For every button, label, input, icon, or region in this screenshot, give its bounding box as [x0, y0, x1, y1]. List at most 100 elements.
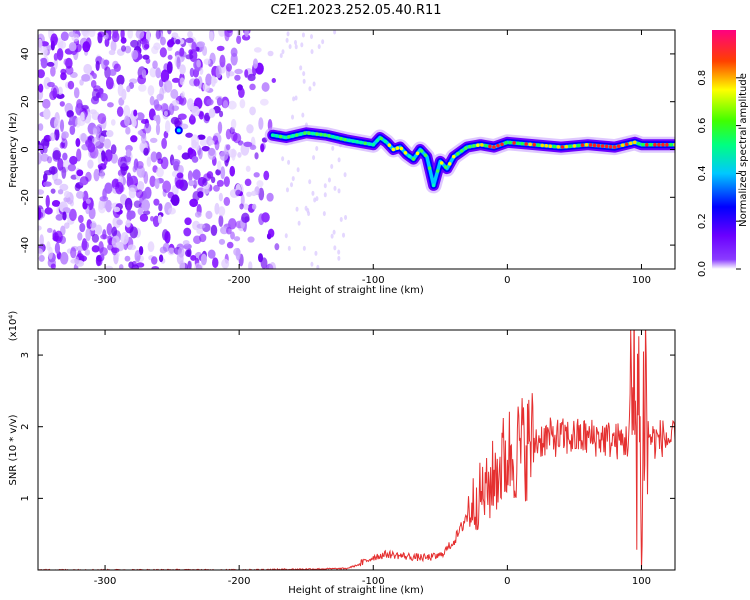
noise-blob [96, 255, 103, 267]
trace-dot [455, 152, 460, 156]
noise-blob [141, 68, 147, 79]
noise-blob [142, 54, 150, 60]
noise-blob [312, 155, 316, 161]
noise-blob [159, 87, 165, 100]
snr-scale-label: (x10⁴) [8, 311, 19, 342]
trace-dot [343, 137, 347, 142]
noise-blob [197, 134, 206, 140]
noise-blob [68, 31, 76, 38]
trace-dot [649, 142, 653, 147]
noise-blob [137, 130, 144, 136]
noise-blob [167, 207, 176, 215]
noise-blob [315, 145, 319, 151]
noise-blob [230, 131, 238, 142]
noise-blob [198, 147, 203, 160]
trace-dot [282, 135, 287, 140]
spectrogram-xlabel: Height of straight line (km) [288, 285, 424, 296]
noise-blob [91, 233, 100, 243]
noise-blob [337, 255, 341, 261]
noise-blob [297, 220, 301, 226]
trace-dot [568, 144, 573, 149]
noise-blob [261, 82, 270, 92]
noise-blob [170, 194, 180, 206]
noise-blob [223, 176, 230, 187]
noise-blob [66, 110, 74, 118]
noise-blob [136, 160, 144, 169]
noise-blob [198, 111, 204, 120]
y-tick-label: 2 [20, 424, 31, 430]
noise-blob [191, 105, 200, 117]
spectrogram-ylabel: Frequency (Hz) [8, 112, 19, 188]
noise-blob [274, 243, 280, 251]
noise-blob [87, 142, 96, 153]
noise-blob [187, 31, 193, 38]
noise-blob [197, 76, 203, 89]
noise-blob [133, 109, 138, 117]
trace-dot [488, 144, 492, 149]
noise-blob [208, 31, 214, 42]
noise-blob [214, 202, 220, 215]
noise-blob [125, 219, 131, 228]
noise-blob [196, 223, 206, 229]
trace-dot [299, 132, 303, 136]
noise-blob [254, 152, 259, 160]
noise-blob [75, 191, 85, 199]
noise-blob [97, 113, 107, 125]
noise-blob [59, 101, 65, 107]
noise-blob [225, 144, 231, 151]
noise-blob [39, 234, 44, 247]
noise-blob [55, 214, 64, 221]
noise-blob [42, 181, 52, 187]
noise-blob [288, 44, 292, 50]
noise-blob [222, 100, 229, 109]
y-tick-label: 20 [20, 95, 31, 108]
noise-blob [337, 249, 341, 255]
noise-blob [144, 186, 152, 199]
noise-blob [131, 49, 139, 60]
noise-blob [166, 40, 174, 48]
noise-blob [204, 112, 211, 122]
noise-blob [82, 30, 90, 39]
noise-blob [225, 128, 232, 140]
noise-blob [59, 183, 69, 191]
noise-blob [42, 98, 51, 109]
noise-blob [102, 188, 107, 200]
noise-blob [68, 42, 77, 52]
noise-blob [127, 244, 136, 251]
noise-blob [93, 168, 100, 182]
noise-blob [79, 222, 86, 233]
noise-blob [135, 112, 145, 121]
noise-blob [201, 45, 208, 57]
noise-blob [176, 172, 184, 179]
noise-blob [304, 205, 308, 211]
noise-blob [120, 30, 125, 40]
noise-blob [258, 117, 264, 130]
noise-blob [167, 54, 173, 60]
noise-blob [60, 31, 69, 42]
trace-dot [624, 142, 629, 147]
noise-blob [106, 130, 114, 138]
noise-blob [171, 100, 180, 106]
noise-blob [299, 65, 303, 71]
noise-blob [50, 33, 58, 47]
noise-blob [193, 235, 202, 244]
trace-dot [669, 142, 673, 147]
noise-blob [121, 45, 127, 52]
noise-blob [52, 149, 62, 160]
noise-blob [343, 172, 347, 178]
noise-blob [86, 219, 93, 230]
noise-blob [212, 257, 219, 269]
trace-dot [327, 133, 331, 138]
noise-blob [105, 199, 113, 213]
snr-axes: -300 -200 -100 0 100 1 2 3 [20, 330, 675, 587]
noise-blob [46, 227, 53, 233]
trace-dot [387, 143, 392, 147]
noise-blob [186, 98, 194, 111]
trace-dot [411, 157, 416, 161]
noise-blob [224, 30, 233, 38]
noise-blob [284, 233, 288, 239]
noise-blob [259, 98, 269, 106]
noise-blob [126, 85, 131, 93]
colorbar-label: Normalized spectral amplitude [738, 73, 749, 227]
